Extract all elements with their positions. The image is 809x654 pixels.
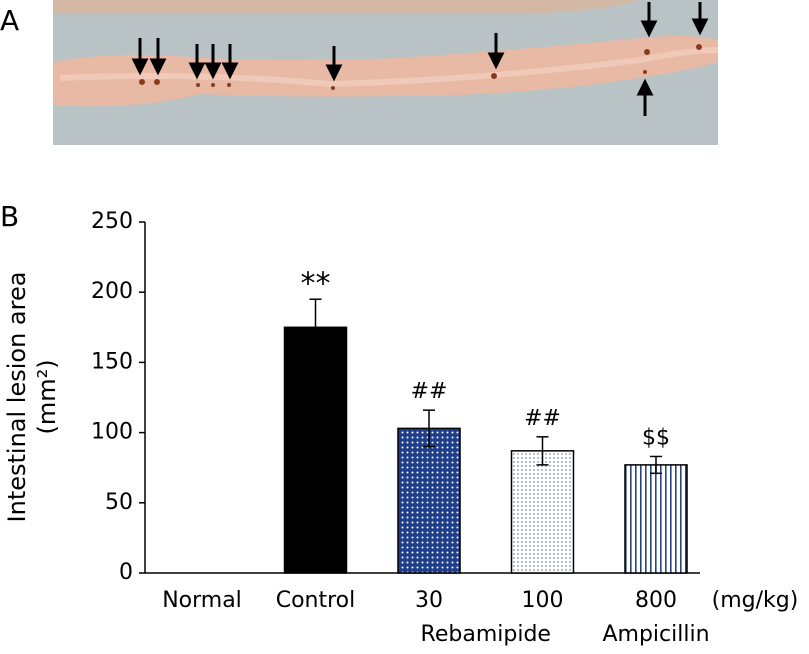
y-tick-label: 150	[91, 349, 133, 374]
y-axis-title-line: (mm²)	[33, 359, 61, 434]
bar	[624, 464, 688, 574]
panel-label: A	[0, 4, 19, 37]
y-tick-label: 0	[119, 560, 133, 585]
y-tick-label: 50	[105, 490, 133, 515]
bar	[397, 427, 461, 574]
group-label: Rebamipide	[421, 622, 551, 647]
x-tick-label: Control	[276, 588, 356, 613]
x-tick-label: 100	[522, 588, 564, 613]
x-tick-label: Normal	[162, 588, 242, 613]
x-unit: (mg/kg)	[712, 588, 799, 613]
bar	[283, 326, 348, 574]
y-tick-label: 100	[91, 420, 133, 445]
photo	[53, 0, 719, 145]
panel-label: B	[0, 200, 19, 233]
group-label: Ampicillin	[602, 622, 709, 647]
y-axis-title-line: Intestinal lesion area	[3, 272, 31, 523]
annotation: $$	[642, 425, 670, 450]
x-tick-label: 800	[635, 588, 677, 613]
annotation: ##	[411, 379, 448, 404]
y-tick-label: 200	[91, 279, 133, 304]
y-tick-label: 250	[91, 209, 133, 234]
annotation: ##	[524, 406, 561, 431]
y-axis-title: Intestinal lesion area (mm²)	[3, 272, 61, 523]
bar	[510, 450, 575, 574]
annotation: **	[301, 267, 331, 302]
x-tick-label: 30	[415, 588, 443, 613]
